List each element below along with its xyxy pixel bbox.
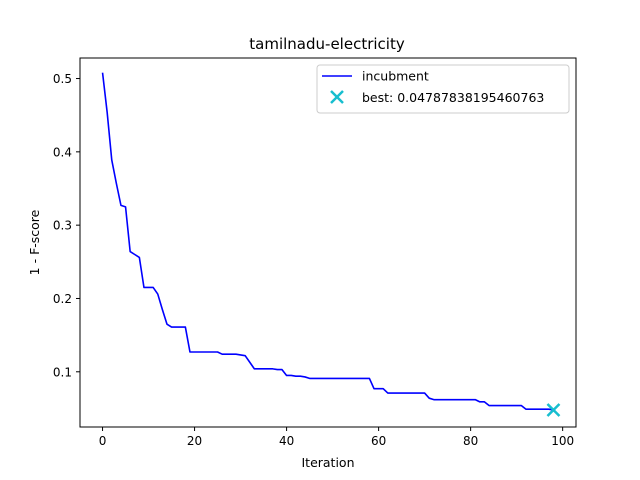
x-axis-ticks: 0 20 40 60 80 100 (99, 427, 574, 448)
best-marker (546, 403, 561, 417)
legend: incubment best: 0.04787838195460763 (316, 64, 570, 114)
legend-x-marker-icon (330, 90, 344, 104)
y-tick-label: 0.5 (53, 72, 72, 86)
y-axis-label: 1 - F-score (27, 209, 42, 275)
x-tick-label: 0 (99, 434, 107, 448)
plot-area (101, 72, 561, 417)
y-axis-ticks: 0.1 0.2 0.3 0.4 0.5 (53, 72, 80, 379)
x-tick-label: 80 (463, 434, 478, 448)
x-axis-label: Iteration (301, 455, 354, 470)
series-line-incubment (101, 72, 554, 411)
x-tick-label: 60 (371, 434, 386, 448)
x-tick-label: 20 (187, 434, 202, 448)
axes-frame (79, 57, 577, 428)
legend-box (316, 64, 570, 114)
x-tick-label: 40 (279, 434, 294, 448)
y-tick-label: 0.4 (53, 145, 72, 159)
x-tick-label: 100 (551, 434, 574, 448)
legend-label-best: best: 0.04787838195460763 (362, 90, 544, 105)
y-tick-label: 0.3 (53, 219, 72, 233)
best-marker-stroke (546, 403, 561, 417)
y-tick-label: 0.2 (53, 292, 72, 306)
legend-label-incubment: incubment (362, 69, 429, 84)
chart-title: tamilnadu-electricity (249, 35, 405, 53)
y-tick-label: 0.1 (53, 365, 72, 379)
